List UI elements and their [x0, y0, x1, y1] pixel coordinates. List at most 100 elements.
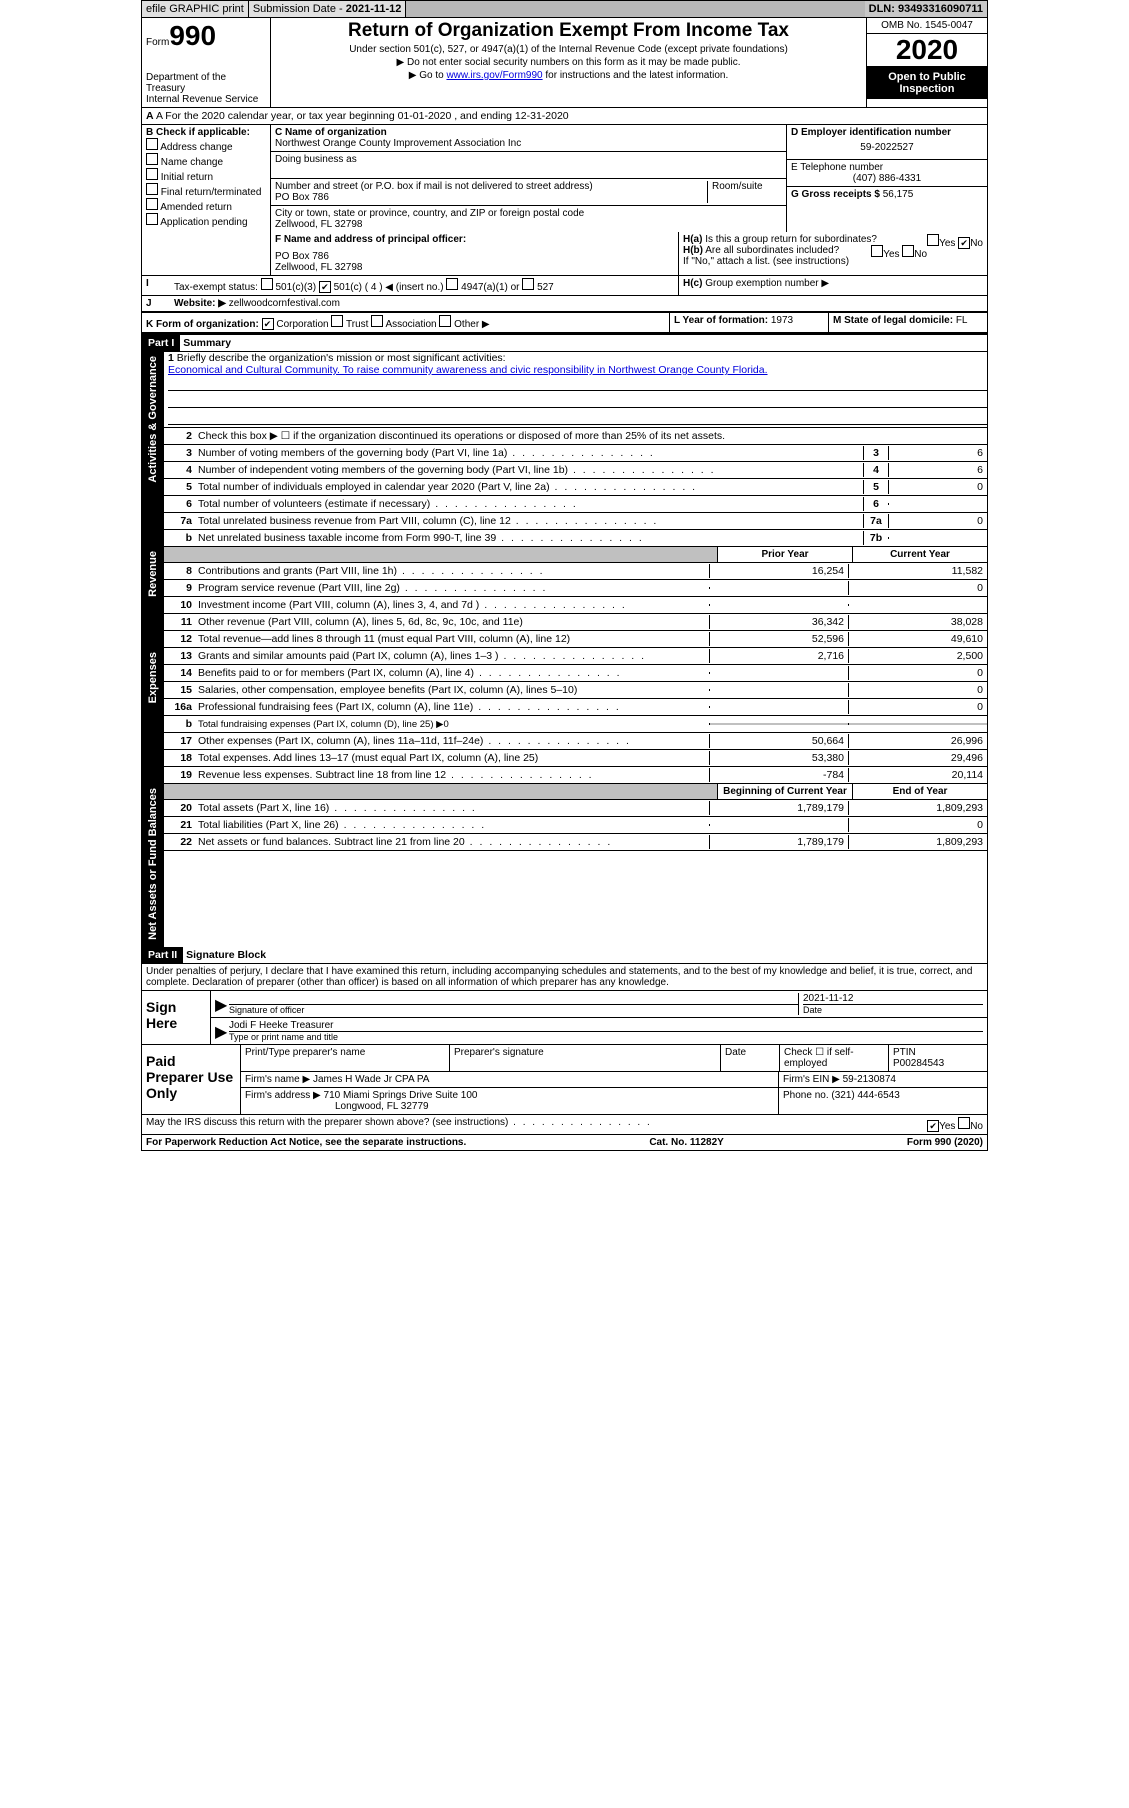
footer-row: For Paperwork Reduction Act Notice, see …: [142, 1135, 987, 1150]
room-label: Room/suite: [707, 181, 782, 203]
firm-ein-value: 59-2130874: [843, 1074, 896, 1085]
check-trust[interactable]: [331, 315, 343, 327]
signature-label: Signature of officer: [229, 1004, 798, 1015]
discuss-no: No: [970, 1121, 983, 1132]
ptin-value: P00284543: [893, 1058, 983, 1069]
expenses-section: Expenses 13Grants and similar amounts pa…: [142, 648, 987, 784]
col-begin-year: Beginning of Current Year: [717, 784, 852, 799]
sign-section: Sign Here ▶ Signature of officer 2021-11…: [142, 991, 987, 1045]
check-amended-return[interactable]: [146, 198, 158, 210]
line-17: 17Other expenses (Part IX, column (A), l…: [164, 733, 987, 750]
row-k-label: K Form of organization:: [146, 319, 259, 330]
subtitle-1: Under section 501(c), 527, or 4947(a)(1)…: [275, 44, 862, 55]
line-18: 18Total expenses. Add lines 13–17 (must …: [164, 750, 987, 767]
check-527[interactable]: [522, 278, 534, 290]
signature-line: ▶ Signature of officer 2021-11-12 Date: [211, 991, 987, 1018]
firm-addr-label: Firm's address ▶: [245, 1090, 321, 1101]
line-4-val: 6: [888, 463, 987, 477]
officer-addr1: PO Box 786: [275, 251, 674, 262]
line-5: 5 Total number of individuals employed i…: [164, 479, 987, 496]
sign-here-label: Sign Here: [142, 991, 210, 1044]
opt-501c3: 501(c)(3): [275, 282, 316, 293]
opt-4947: 4947(a)(1) or: [461, 282, 519, 293]
discuss-yes: Yes: [939, 1121, 955, 1132]
line-7a-cellnum: 7a: [863, 514, 888, 528]
city-value: Zellwood, FL 32798: [275, 219, 782, 230]
dln-label: DLN:: [869, 3, 898, 15]
line-5-desc: Total number of individuals employed in …: [196, 480, 863, 494]
gross-label: G Gross receipts $: [791, 189, 883, 200]
check-application-pending[interactable]: [146, 213, 158, 225]
irs-link[interactable]: www.irs.gov/Form990: [446, 70, 542, 81]
hb-label: H(b): [683, 245, 703, 256]
dba-label: Doing business as: [275, 154, 782, 165]
line-1: 1 Briefly describe the organization's mi…: [164, 352, 987, 428]
firm-addr1: 710 Miami Springs Drive Suite 100: [324, 1090, 478, 1101]
line-2-desc: Check this box ▶ ☐ if the organization d…: [196, 429, 987, 443]
tax-exempt-label: Tax-exempt status:: [174, 282, 258, 293]
officer-name-value: Jodi F Heeke Treasurer: [229, 1020, 983, 1031]
perjury-text: Under penalties of perjury, I declare th…: [142, 964, 987, 991]
dln-value: 93493316090711: [898, 3, 983, 15]
check-corp[interactable]: [262, 318, 274, 330]
revenue-header: Prior Year Current Year: [164, 547, 987, 563]
website-value: zellwoodcornfestival.com: [229, 298, 340, 309]
part-i-header: Part I Summary: [142, 335, 987, 352]
row-j-label: J: [146, 298, 152, 309]
check-501c3[interactable]: [261, 278, 273, 290]
check-hb-yes[interactable]: [871, 245, 883, 257]
check-501c4[interactable]: [319, 281, 331, 293]
opt-527: 527: [537, 282, 554, 293]
addr-value: PO Box 786: [275, 192, 707, 203]
opt-final-return: Final return/terminated: [161, 187, 262, 198]
ha-label: H(a): [683, 234, 702, 245]
tel-value: (407) 886-4331: [791, 173, 983, 184]
omb-number: OMB No. 1545-0047: [867, 18, 987, 34]
line-5-num: 5: [164, 480, 196, 494]
col-c: C Name of organization Northwest Orange …: [271, 125, 786, 232]
org-name: Northwest Orange County Improvement Asso…: [275, 138, 782, 149]
check-name-change[interactable]: [146, 153, 158, 165]
check-ha-no[interactable]: [958, 237, 970, 249]
check-discuss-no[interactable]: [958, 1117, 970, 1129]
sidebar-ag: Activities & Governance: [142, 352, 164, 547]
preparer-row-1: Print/Type preparer's name Preparer's si…: [241, 1045, 987, 1072]
check-address-change[interactable]: [146, 138, 158, 150]
check-ha-yes[interactable]: [927, 234, 939, 246]
line-6-val: [888, 503, 987, 505]
mission-text: Economical and Cultural Community. To ra…: [168, 364, 987, 376]
section-a: A A For the 2020 calendar year, or tax y…: [142, 108, 987, 335]
check-discuss-yes[interactable]: [927, 1120, 939, 1132]
form-container: efile GRAPHIC print Submission Date - 20…: [141, 0, 988, 1151]
opt-other: Other ▶: [454, 319, 489, 330]
line-6: 6 Total number of volunteers (estimate i…: [164, 496, 987, 513]
header: Form990 Department of the Treasury Inter…: [142, 18, 987, 108]
line-8: 8Contributions and grants (Part VIII, li…: [164, 563, 987, 580]
ein-value: 59-2022527: [791, 138, 983, 157]
website-label: Website: ▶: [174, 298, 226, 309]
preparer-section: Paid Preparer Use Only Print/Type prepar…: [142, 1045, 987, 1115]
row-i-hc: I Tax-exempt status: 501(c)(3) 501(c) ( …: [142, 276, 987, 296]
form-box: Form990 Department of the Treasury Inter…: [142, 18, 271, 107]
line-7b-val: [888, 537, 987, 539]
state-domicile: FL: [956, 315, 968, 326]
check-other[interactable]: [439, 315, 451, 327]
efile-button[interactable]: efile GRAPHIC print: [142, 1, 249, 17]
main-info: B Check if applicable: Address change Na…: [142, 125, 987, 232]
check-assoc[interactable]: [371, 315, 383, 327]
hc-label: H(c): [683, 278, 702, 289]
line-3-num: 3: [164, 446, 196, 460]
check-hb-no[interactable]: [902, 245, 914, 257]
ptin-label: PTIN: [893, 1047, 983, 1058]
gross-value: 56,175: [883, 189, 914, 200]
discuss-row: May the IRS discuss this return with the…: [142, 1115, 987, 1135]
check-4947[interactable]: [446, 278, 458, 290]
submission-label: Submission Date -: [253, 3, 346, 15]
hc-text: Group exemption number ▶: [705, 278, 829, 289]
check-initial-return[interactable]: [146, 168, 158, 180]
revenue-section: Revenue Prior Year Current Year 8Contrib…: [142, 547, 987, 648]
line-4-num: 4: [164, 463, 196, 477]
prep-date-label: Date: [721, 1045, 780, 1071]
check-final-return[interactable]: [146, 183, 158, 195]
signature-date-value: 2021-11-12: [803, 993, 983, 1004]
